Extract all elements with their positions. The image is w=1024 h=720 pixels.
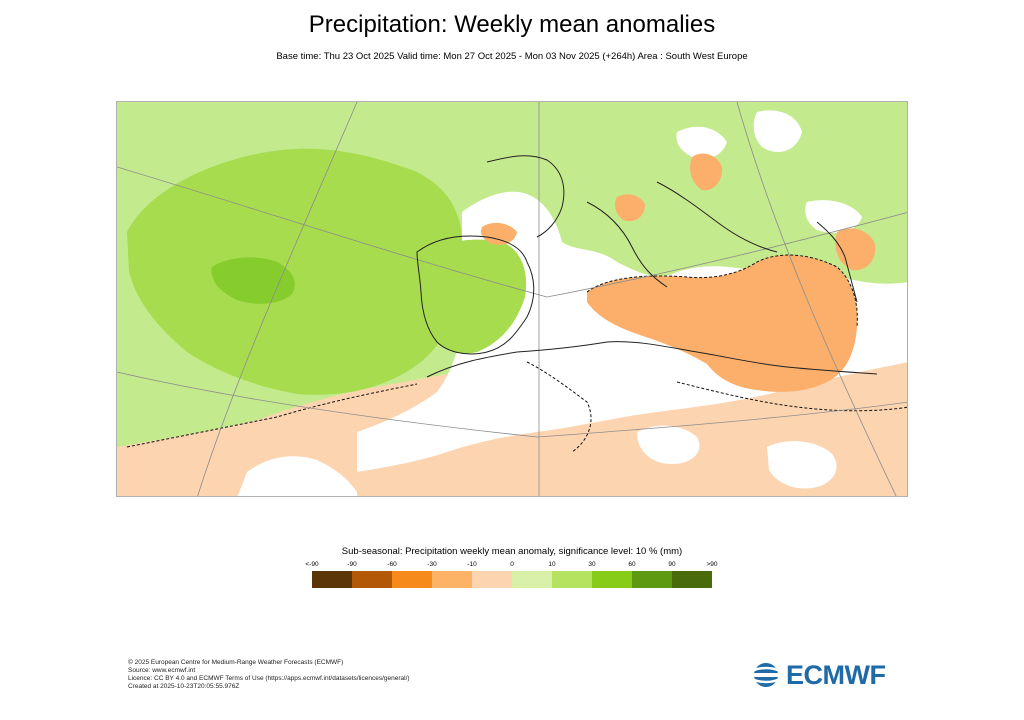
coastline-italy [586, 201, 668, 288]
significance-contour [526, 361, 592, 453]
ecmwf-logo: ECMWF [748, 659, 898, 690]
legend-tick-label: 60 [628, 561, 636, 568]
legend-tick-label: 10 [548, 561, 556, 568]
page-subtitle: Base time: Thu 23 Oct 2025 Valid time: M… [276, 51, 748, 62]
legend-swatch [512, 571, 552, 588]
footer-source: Source: www.ecmwf.int [128, 667, 196, 674]
legend-color-bar [312, 571, 712, 588]
anomaly-map [116, 101, 908, 497]
anomaly-region-white-africa-1 [237, 456, 357, 496]
anomaly-region-orange-mediterranean [587, 255, 858, 392]
legend-swatch [432, 571, 472, 588]
footer-created: Created at 2025-10-23T20:05:55.976Z [128, 683, 240, 690]
anomaly-region-white-north-2 [753, 110, 802, 152]
footer-credits: © 2025 European Centre for Medium-Range … [128, 659, 410, 691]
graticule-line [197, 102, 358, 496]
page-title: Precipitation: Weekly mean anomalies [308, 11, 716, 38]
significance-contour [126, 383, 418, 448]
legend-ticks: <-90 -90 -60 -30 -10 0 10 30 60 90 >90 [305, 561, 717, 571]
coastline-balkans [656, 181, 778, 253]
graticule-line [117, 166, 907, 298]
significance-contour [586, 254, 858, 328]
legend-tick-label: <-90 [305, 561, 319, 568]
legend-tick-label: -90 [347, 561, 357, 568]
legend-swatch [592, 571, 632, 588]
coastline-greece [816, 221, 858, 303]
significance-contour [676, 381, 907, 412]
legend-swatch [392, 571, 432, 588]
legend-tick-label: -30 [427, 561, 437, 568]
footer-licence: Licence: CC BY 4.0 and ECMWF Terms of Us… [128, 675, 410, 682]
legend-swatch [352, 571, 392, 588]
legend-tick-label: >90 [706, 561, 718, 568]
anomaly-region-white-north-1 [676, 126, 727, 159]
legend-tick-label: 0 [510, 561, 514, 568]
graticule [117, 102, 907, 496]
graticule-line [117, 371, 907, 438]
legend-tick-label: 30 [588, 561, 596, 568]
legend-swatch [672, 571, 712, 588]
legend-swatch [312, 571, 352, 588]
anomaly-map-svg [117, 102, 907, 496]
legend-title: Sub-seasonal: Precipitation weekly mean … [341, 546, 683, 557]
anomaly-region-strong-green-atlantic [127, 148, 462, 395]
anomaly-region-orange-spain [481, 222, 517, 245]
footer-copyright: © 2025 European Centre for Medium-Range … [128, 659, 344, 666]
anomaly-region-white-east [805, 200, 862, 234]
legend-tick-label: -10 [467, 561, 477, 568]
coastline-north-africa [426, 341, 878, 378]
graticule-line [736, 102, 897, 496]
significance-contours [126, 254, 907, 453]
legend-tick-label: 90 [668, 561, 676, 568]
legend-swatch [552, 571, 592, 588]
legend-swatch [472, 571, 512, 588]
anomaly-region-peak-green-atlantic [211, 257, 295, 304]
anomaly-region-white-africa-3 [637, 425, 700, 464]
coastline-iberia [416, 235, 535, 355]
legend-swatch [632, 571, 672, 588]
anomaly-region-orange-sardinia [615, 194, 645, 222]
ecmwf-logo-text: ECMWF [786, 659, 886, 690]
coastlines [416, 155, 878, 378]
anomaly-region-white-africa-2 [767, 441, 837, 489]
anomaly-region-orange-italy [690, 153, 723, 191]
legend-tick-label: -60 [387, 561, 397, 568]
ecmwf-logo-mark-icon [748, 661, 784, 689]
coastline-france [486, 155, 565, 238]
